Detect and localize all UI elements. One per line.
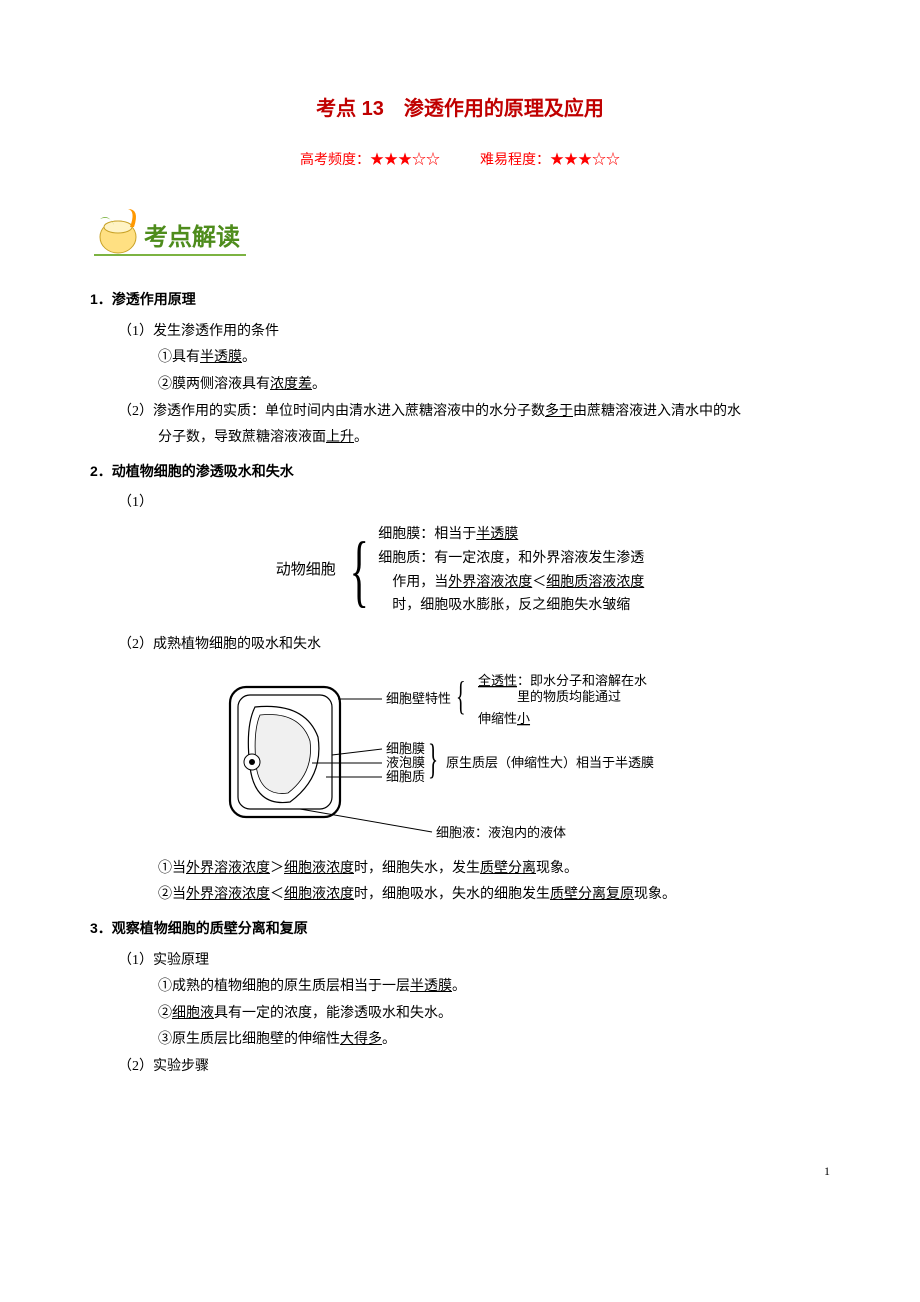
svg-text:液泡膜: 液泡膜 bbox=[386, 755, 425, 770]
brace-line-4: 时，细胞吸水膨胀，反之细胞失水皱缩 bbox=[378, 594, 644, 618]
s1-cond-2: ②膜两侧溶液具有浓度差。 bbox=[90, 372, 830, 399]
s3-p2: （2）实验步骤 bbox=[90, 1054, 830, 1081]
s2-q1: ①当外界溶液浓度＞细胞液浓度时，细胞失水，发生质壁分离现象。 bbox=[90, 856, 830, 883]
heading-2: 2．动植物细胞的渗透吸水和失水 bbox=[90, 458, 830, 485]
s3-p1c: ③原生质层比细胞壁的伸缩性大得多。 bbox=[90, 1027, 830, 1054]
subtitle: 高考频度：★★★☆☆难易程度：★★★☆☆ bbox=[90, 148, 830, 175]
svg-text:细胞液：液泡内的液体: 细胞液：液泡内的液体 bbox=[436, 825, 566, 840]
s1-essence-2: 分子数，导致蔗糖溶液液面上升。 bbox=[90, 425, 830, 452]
s2-q2: ②当外界溶液浓度＜细胞液浓度时，细胞吸水，失水的细胞发生质壁分离复原现象。 bbox=[90, 882, 830, 909]
svg-text:全透性：即水分子和溶解在水: 全透性：即水分子和溶解在水 bbox=[478, 673, 647, 688]
animal-cell-label: 动物细胞 bbox=[276, 556, 336, 585]
heading-1: 1．渗透作用原理 bbox=[90, 286, 830, 313]
heading-3: 3．观察植物细胞的质壁分离和复原 bbox=[90, 915, 830, 942]
freq-label: 高考频度： bbox=[300, 153, 370, 168]
s1-cond-title: （1）发生渗透作用的条件 bbox=[90, 319, 830, 346]
svg-text:考点解读: 考点解读 bbox=[144, 223, 240, 251]
page-number: 1 bbox=[0, 1160, 920, 1183]
svg-text:原生质层（伸缩性大）相当于半透膜: 原生质层（伸缩性大）相当于半透膜 bbox=[446, 755, 654, 770]
brace-line-2: 细胞质：有一定浓度，和外界溶液发生渗透 bbox=[378, 547, 644, 571]
s1-cond-1: ①具有半透膜。 bbox=[90, 345, 830, 372]
svg-text:细胞壁特性: 细胞壁特性 bbox=[386, 691, 451, 706]
brace-line-3: 作用，当外界溶液浓度＜细胞质溶液浓度 bbox=[378, 571, 644, 595]
freq-stars: ★★★☆☆ bbox=[370, 153, 440, 168]
s2-p2: （2）成熟植物细胞的吸水和失水 bbox=[90, 632, 830, 659]
svg-text:}: } bbox=[428, 736, 438, 783]
s1-essence-1: （2）渗透作用的实质：单位时间内由清水进入蔗糖溶液中的水分子数多于由蔗糖溶液进入… bbox=[90, 399, 830, 426]
svg-text:{: { bbox=[456, 673, 466, 717]
animal-cell-brace: 动物细胞 { 细胞膜：相当于半透膜 细胞质：有一定浓度，和外界溶液发生渗透 作用… bbox=[90, 523, 830, 618]
plant-cell-diagram: 细胞壁特性 { 全透性：即水分子和溶解在水 里的物质均能通过 伸缩性小 细胞膜 … bbox=[90, 667, 830, 842]
svg-text:细胞质: 细胞质 bbox=[386, 769, 425, 784]
page-title: 考点 13 渗透作用的原理及应用 bbox=[90, 90, 830, 128]
brace-line-1: 细胞膜：相当于半透膜 bbox=[378, 523, 644, 547]
svg-text:伸缩性小: 伸缩性小 bbox=[478, 711, 530, 726]
diff-label: 难易程度： bbox=[480, 153, 550, 168]
s3-p1b: ②细胞液具有一定的浓度，能渗透吸水和失水。 bbox=[90, 1001, 830, 1028]
diff-stars: ★★★☆☆ bbox=[550, 153, 620, 168]
section-header-icon: 考点解读 bbox=[90, 205, 240, 260]
svg-text:细胞膜: 细胞膜 bbox=[386, 741, 425, 756]
s3-p1: （1）实验原理 bbox=[90, 948, 830, 975]
s3-p1a: ①成熟的植物细胞的原生质层相当于一层半透膜。 bbox=[90, 974, 830, 1001]
svg-text:里的物质均能通过: 里的物质均能通过 bbox=[478, 689, 621, 704]
s2-p1: （1） bbox=[90, 490, 830, 517]
